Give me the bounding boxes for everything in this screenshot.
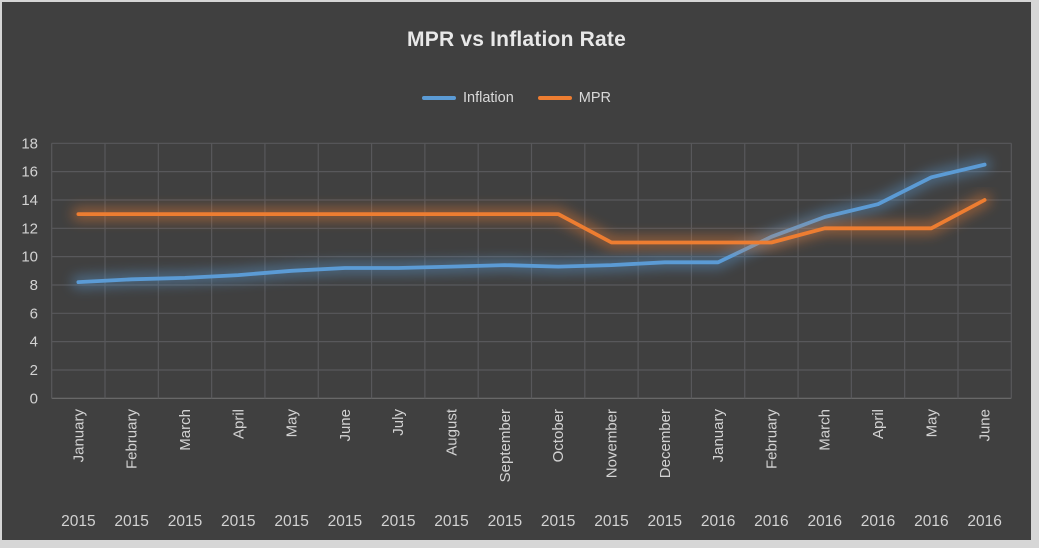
x-month-label: February [763,409,780,470]
legend-label-mpr: MPR [578,90,612,106]
x-year-label: 2015 [114,513,148,530]
y-tick-label: 2 [30,362,38,379]
x-year-label: 2015 [274,513,308,530]
x-year-label: 2015 [594,513,628,530]
x-year-label: 2015 [381,513,415,530]
legend-item-inflation[interactable]: Inflation [421,90,514,106]
x-month-label: June [977,409,994,442]
y-tick-label: 12 [21,220,38,237]
x-month-label: June [337,409,354,442]
y-tick-label: 18 [21,135,38,152]
chart-title: MPR vs Inflation Rate [407,28,626,51]
x-year-label: 2016 [967,513,1001,530]
x-year-label: 2016 [807,513,841,530]
legend: Inflation MPR [2,90,1031,106]
x-year-label: 2016 [701,513,735,530]
y-tick-label: 14 [21,192,38,209]
mpr-line-swatch-icon [537,95,572,101]
x-month-label: August [444,408,461,456]
x-month-label: October [550,409,567,462]
x-month-label: July [390,409,407,436]
x-year-label: 2015 [168,513,202,530]
inflation-line [76,162,987,285]
x-month-label: May [284,409,301,438]
x-year-label: 2015 [328,513,362,530]
x-year-label: 2015 [434,513,468,530]
x-year-label: 2016 [861,513,895,530]
x-month-label: December [657,409,674,478]
x-year-label: 2016 [914,513,948,530]
y-tick-label: 6 [30,305,38,322]
x-month-label: March [817,409,834,451]
y-tick-label: 10 [21,249,38,266]
x-year-label: 2015 [61,513,95,530]
y-tick-label: 4 [30,334,38,351]
x-year-label: 2015 [221,513,255,530]
x-month-label: September [497,409,514,482]
x-month-label: May [923,409,940,438]
plot-area: 0 2 4 6 8 10 12 14 16 18 January 2015 February 2015 Ma… [21,135,1012,530]
y-tick-label: 16 [21,164,38,181]
x-month-label: January [70,409,87,463]
x-year-label: 2016 [754,513,788,530]
chart-panel: 0 2 4 6 8 10 12 14 16 18 January 2015 February 2015 Ma… [2,2,1031,540]
x-month-label: January [710,409,727,463]
mpr-line [76,198,987,245]
y-tick-label: 0 [30,390,38,407]
x-year-label: 2015 [541,513,575,530]
legend-label-inflation: Inflation [462,90,514,106]
x-year-label: 2015 [648,513,682,530]
x-year-label: 2015 [488,513,522,530]
x-month-label: April [870,409,887,439]
x-month-label: March [177,409,194,451]
legend-item-mpr[interactable]: MPR [537,90,612,106]
inflation-line-swatch-icon [421,95,456,101]
y-tick-label: 8 [30,277,38,294]
x-month-label: November [603,409,620,478]
x-month-label: April [230,409,247,439]
x-month-label: February [124,409,141,470]
